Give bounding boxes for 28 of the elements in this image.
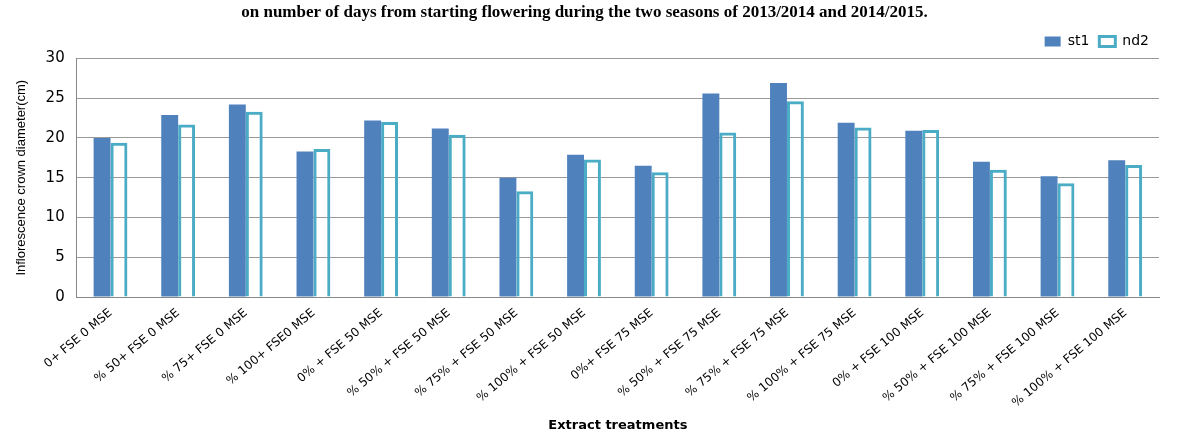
- x-axis-title: Extract treatments: [548, 416, 688, 432]
- y-tick-label: 5: [55, 247, 65, 266]
- chart-title: on number of days from starting flowering during the two seasons of 2013/2014 and 2014/2015.: [241, 1, 928, 21]
- y-tick-label: 20: [45, 127, 65, 146]
- bar: [431, 128, 449, 297]
- bar: [702, 93, 720, 297]
- y-tick-label: 10: [45, 207, 65, 226]
- y-tick-label: 25: [45, 88, 65, 107]
- bar: [296, 151, 314, 297]
- y-tick-label: 30: [45, 48, 65, 67]
- y-axis-title: Inflorescence crown diameter(cm): [13, 79, 29, 276]
- bar: [161, 114, 179, 297]
- y-tick-label: 15: [45, 167, 65, 186]
- bar: [972, 161, 990, 297]
- y-tick-label: 0: [55, 286, 65, 305]
- bar: [499, 177, 517, 297]
- bar: [93, 137, 111, 297]
- bar: [634, 165, 652, 297]
- bar: [228, 104, 246, 297]
- bar: [770, 83, 787, 297]
- bar: [364, 120, 382, 297]
- legend-label: st1: [1067, 32, 1090, 49]
- bar: [1108, 160, 1126, 297]
- bar: [905, 130, 923, 297]
- legend-label: nd2: [1122, 32, 1149, 49]
- bar: [1040, 176, 1058, 297]
- bar: [837, 122, 855, 297]
- bar: [567, 154, 585, 297]
